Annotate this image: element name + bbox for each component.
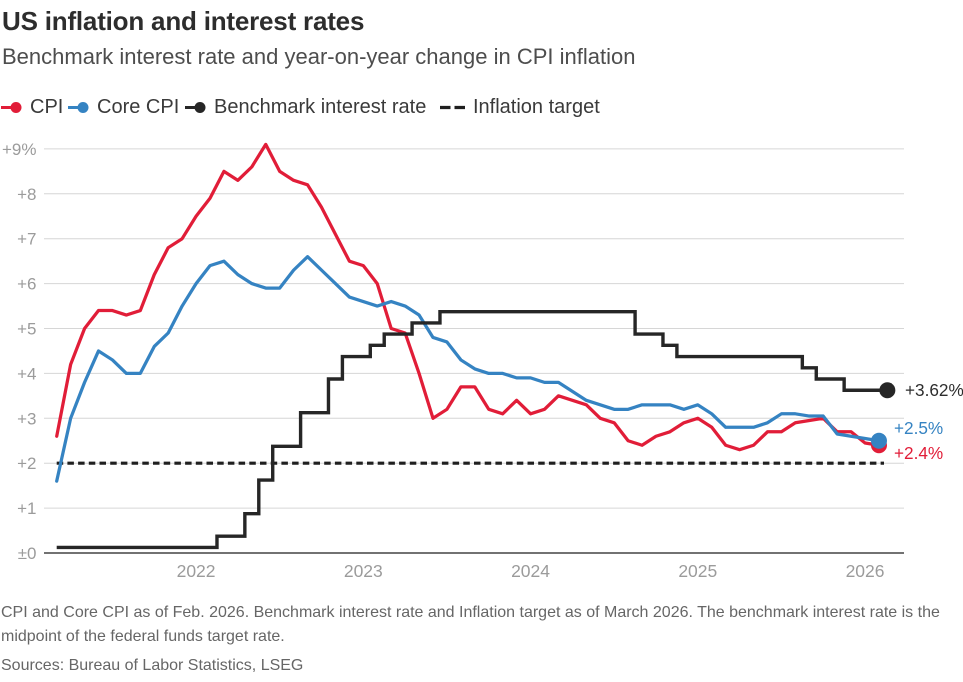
core-cpi-end-label: +2.5% <box>894 418 943 438</box>
x-axis-labels: 2022 2023 2024 2025 2026 <box>177 561 885 581</box>
x-tick-label: 2025 <box>678 561 717 581</box>
y-axis-labels: ±0 +1 +2 +3 +4 +5 +6 +7 +8 +9% <box>2 140 37 563</box>
y-tick-label: +7 <box>17 230 36 249</box>
core-cpi-line-dot-icon <box>68 102 89 113</box>
legend-label-core-cpi: Core CPI <box>97 96 180 118</box>
chart-note: CPI and Core CPI as of Feb. 2026. Benchm… <box>1 604 940 645</box>
x-tick-label: 2024 <box>511 561 550 581</box>
series-lines <box>55 142 896 550</box>
end-value-labels: +3.62% +2.5% +2.4% <box>894 380 963 463</box>
y-tick-label: +4 <box>17 364 36 383</box>
x-tick-label: 2026 <box>846 561 885 581</box>
legend-label-cpi: CPI <box>30 96 64 118</box>
x-tick-label: 2022 <box>177 561 216 581</box>
inflation-target-dashes-icon <box>440 105 465 110</box>
chart-title: US inflation and interest rates <box>2 6 365 36</box>
y-tick-label: +3 <box>17 409 36 428</box>
benchmark-end-label: +3.62% <box>905 380 963 400</box>
y-tick-label: +9% <box>2 140 37 159</box>
core-cpi-end-dot <box>870 432 887 449</box>
legend-label-benchmark: Benchmark interest rate <box>214 96 427 118</box>
cpi-line <box>55 142 881 452</box>
cpi-end-label: +2.4% <box>894 443 943 463</box>
benchmark-end-dot <box>879 382 896 399</box>
legend-item-cpi: CPI <box>1 96 63 119</box>
y-tick-label: +8 <box>17 185 36 204</box>
y-tick-label: ±0 <box>18 544 37 563</box>
y-tick-label: +2 <box>17 454 36 473</box>
cpi-line-dot-icon <box>1 102 22 113</box>
legend-item-benchmark: Benchmark interest rate <box>185 96 426 119</box>
legend-label-inflation-target: Inflation target <box>473 96 600 118</box>
x-tick-label: 2023 <box>344 561 383 581</box>
legend: CPI Core CPI Benchmark interest rate Inf… <box>0 96 963 119</box>
benchmark-line-dot-icon <box>185 102 206 113</box>
core-cpi-line <box>55 255 881 483</box>
chart-subtitle: Benchmark interest rate and year-on-year… <box>2 44 636 69</box>
y-tick-label: +5 <box>17 320 36 339</box>
benchmark-line <box>56 309 888 550</box>
y-tick-label: +1 <box>17 499 36 518</box>
legend-item-core-cpi: Core CPI <box>68 96 179 119</box>
legend-item-inflation-target: Inflation target <box>440 96 600 119</box>
gridlines <box>44 148 904 554</box>
chart-sources: Sources: Bureau of Labor Statistics, LSE… <box>1 657 304 674</box>
y-tick-label: +6 <box>17 275 36 294</box>
